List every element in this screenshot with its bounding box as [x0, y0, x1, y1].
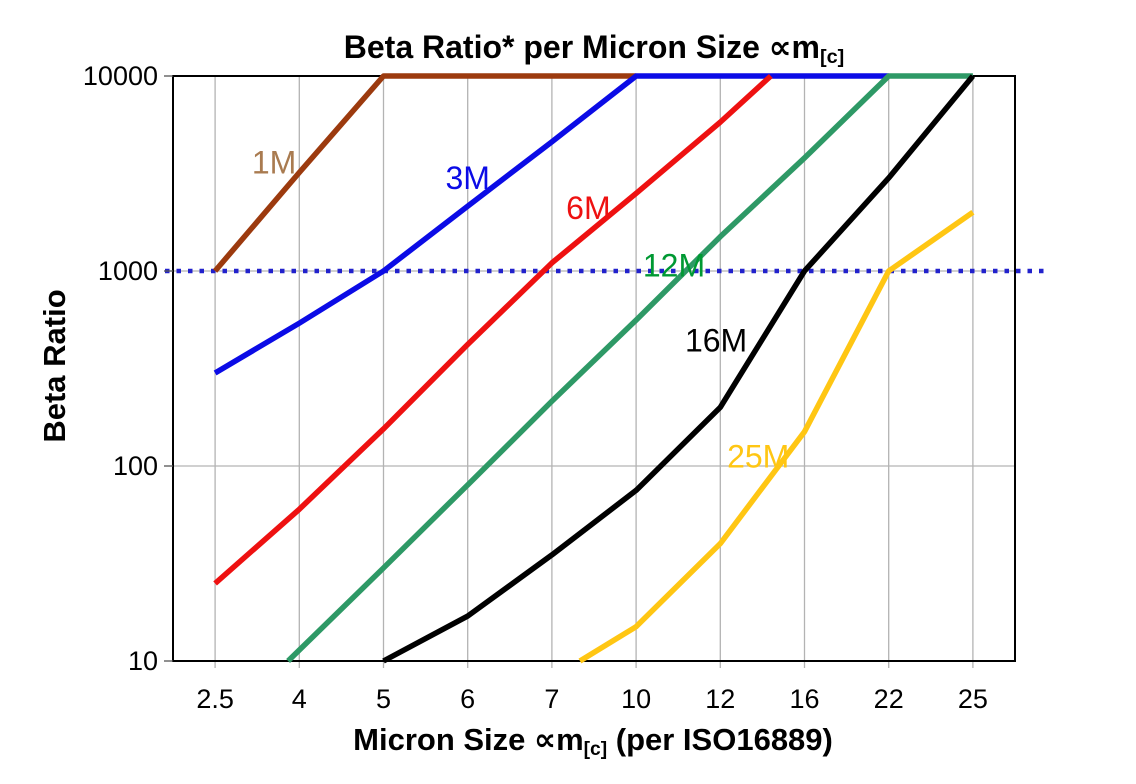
- series-label-6M: 6M: [566, 190, 610, 226]
- chart-title: Beta Ratio* per Micron Size ∝m[c]: [173, 28, 1015, 69]
- y-tick-label: 10000: [83, 61, 158, 91]
- series-line-3M: [213, 73, 889, 376]
- x-tick-label: 6: [460, 684, 475, 714]
- x-axis-title-text: Micron Size: [353, 722, 535, 757]
- series-line-25M: [578, 210, 975, 664]
- series-line-6M: [213, 73, 773, 586]
- x-tick-label: 7: [544, 684, 559, 714]
- series-label-16M: 16M: [685, 323, 747, 359]
- x-tick-label: 2.5: [196, 684, 234, 714]
- chart-title-symbol: ∝m: [768, 29, 820, 65]
- x-tick-label: 25: [958, 684, 988, 714]
- x-tick-label: 10: [621, 684, 651, 714]
- x-axis-title-subscript: [c]: [583, 738, 608, 760]
- x-axis-title: Micron Size ∝m[c] (per ISO16889): [123, 722, 1063, 761]
- x-tick-label: 16: [789, 684, 819, 714]
- x-tick-label: 4: [292, 684, 307, 714]
- x-axis-title-suffix: (per ISO16889): [607, 722, 833, 757]
- y-tick-label: 100: [113, 451, 158, 481]
- y-tick-label: 10: [128, 646, 158, 676]
- series-label-3M: 3M: [445, 160, 489, 196]
- y-tick-label: 1000: [98, 256, 158, 286]
- x-tick-label: 22: [874, 684, 904, 714]
- x-tick-label: 5: [376, 684, 391, 714]
- series-label-12M: 12M: [643, 247, 705, 283]
- series-label-25M: 25M: [727, 438, 789, 474]
- series-line-12M: [286, 73, 973, 663]
- chart-title-subscript: [c]: [819, 45, 845, 68]
- x-tick-label: 12: [705, 684, 735, 714]
- x-axis-title-symbol: ∝m: [534, 722, 584, 757]
- series-line-16M: [382, 74, 976, 664]
- series-label-1M: 1M: [252, 145, 296, 181]
- y-axis-title: Beta Ratio: [37, 289, 72, 443]
- series-line-1M: [213, 73, 637, 273]
- chart-title-text: Beta Ratio* per Micron Size: [343, 29, 769, 65]
